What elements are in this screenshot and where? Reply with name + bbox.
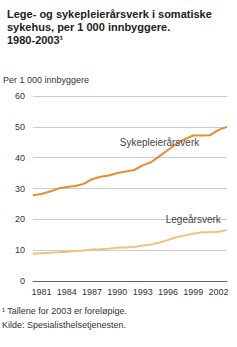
svg-text:1996: 1996: [158, 287, 178, 297]
svg-text:40: 40: [15, 153, 25, 163]
svg-text:¹ Tallene for 2003 er foreløpi: ¹ Tallene for 2003 er foreløpige.: [2, 306, 127, 316]
svg-text:Kilde: Spesialisthelsetjeneste: Kilde: Spesialisthelsetjenesten.: [2, 320, 126, 330]
svg-text:0: 0: [20, 276, 25, 286]
svg-text:20: 20: [15, 214, 25, 224]
svg-text:60: 60: [15, 91, 25, 101]
svg-text:1993: 1993: [133, 287, 153, 297]
svg-text:50: 50: [15, 122, 25, 132]
svg-text:30: 30: [15, 184, 25, 194]
svg-text:1999: 1999: [183, 287, 203, 297]
svg-text:2002: 2002: [209, 287, 229, 297]
svg-text:Sykepleierårsverk: Sykepleierårsverk: [120, 137, 200, 148]
svg-text:1987: 1987: [82, 287, 102, 297]
svg-text:Per 1 000 innbyggere: Per 1 000 innbyggere: [3, 75, 89, 85]
svg-text:sykehus, per 1 000 innbyggere.: sykehus, per 1 000 innbyggere.: [7, 21, 173, 33]
svg-text:Lege- og sykepleierårsverk i s: Lege- og sykepleierårsverk i somatiske: [7, 8, 215, 20]
svg-text:1990: 1990: [107, 287, 127, 297]
svg-text:1984: 1984: [57, 287, 77, 297]
svg-text:Legeårsverk: Legeårsverk: [166, 214, 222, 225]
svg-text:10: 10: [15, 245, 25, 255]
svg-text:1980-2003¹: 1980-2003¹: [7, 34, 64, 46]
svg-text:1981: 1981: [31, 287, 51, 297]
